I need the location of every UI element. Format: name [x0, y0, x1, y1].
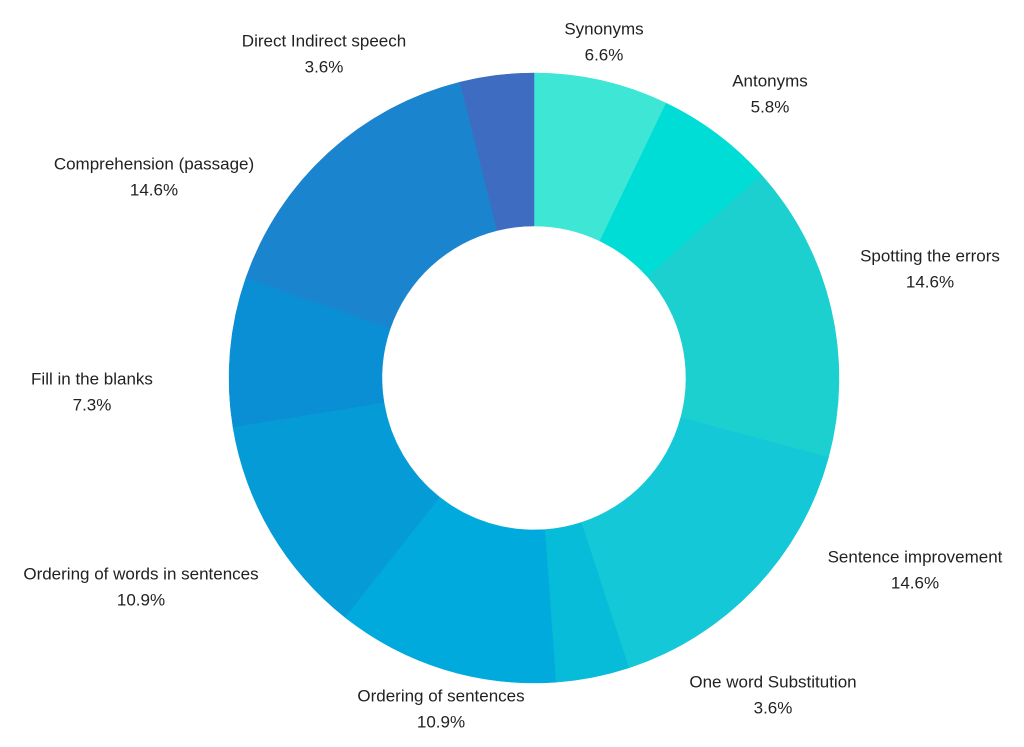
slice-label: Spotting the errors	[860, 246, 1000, 265]
slice-label: Direct Indirect speech	[242, 31, 406, 50]
slice-value-label: 14.6%	[906, 272, 954, 291]
slice-value-label: 3.6%	[754, 698, 793, 717]
donut-slice	[580, 417, 829, 669]
slice-value-label: 6.6%	[585, 45, 624, 64]
slice-label: Ordering of words in sentences	[23, 564, 258, 583]
slice-value-label: 7.3%	[73, 395, 112, 414]
donut-slice	[245, 81, 498, 329]
slice-label: One word Substitution	[689, 672, 856, 691]
donut-slice	[344, 496, 557, 684]
slice-value-label: 5.8%	[751, 97, 790, 116]
slice-label: Antonyms	[732, 71, 808, 90]
donut-slice	[232, 402, 441, 618]
slice-label: Synonyms	[564, 19, 643, 38]
slice-label: Sentence improvement	[828, 547, 1003, 566]
slice-label: Comprehension (passage)	[54, 154, 254, 173]
donut-slice	[647, 174, 840, 458]
slice-value-label: 14.6%	[130, 180, 178, 199]
slice-value-label: 10.9%	[417, 712, 465, 731]
slice-value-label: 10.9%	[117, 590, 165, 609]
donut-slice	[459, 72, 535, 231]
slice-value-label: 3.6%	[305, 57, 344, 76]
slice-label: Ordering of sentences	[357, 686, 524, 705]
slice-value-label: 14.6%	[891, 573, 939, 592]
slice-label: Fill in the blanks	[31, 369, 153, 388]
